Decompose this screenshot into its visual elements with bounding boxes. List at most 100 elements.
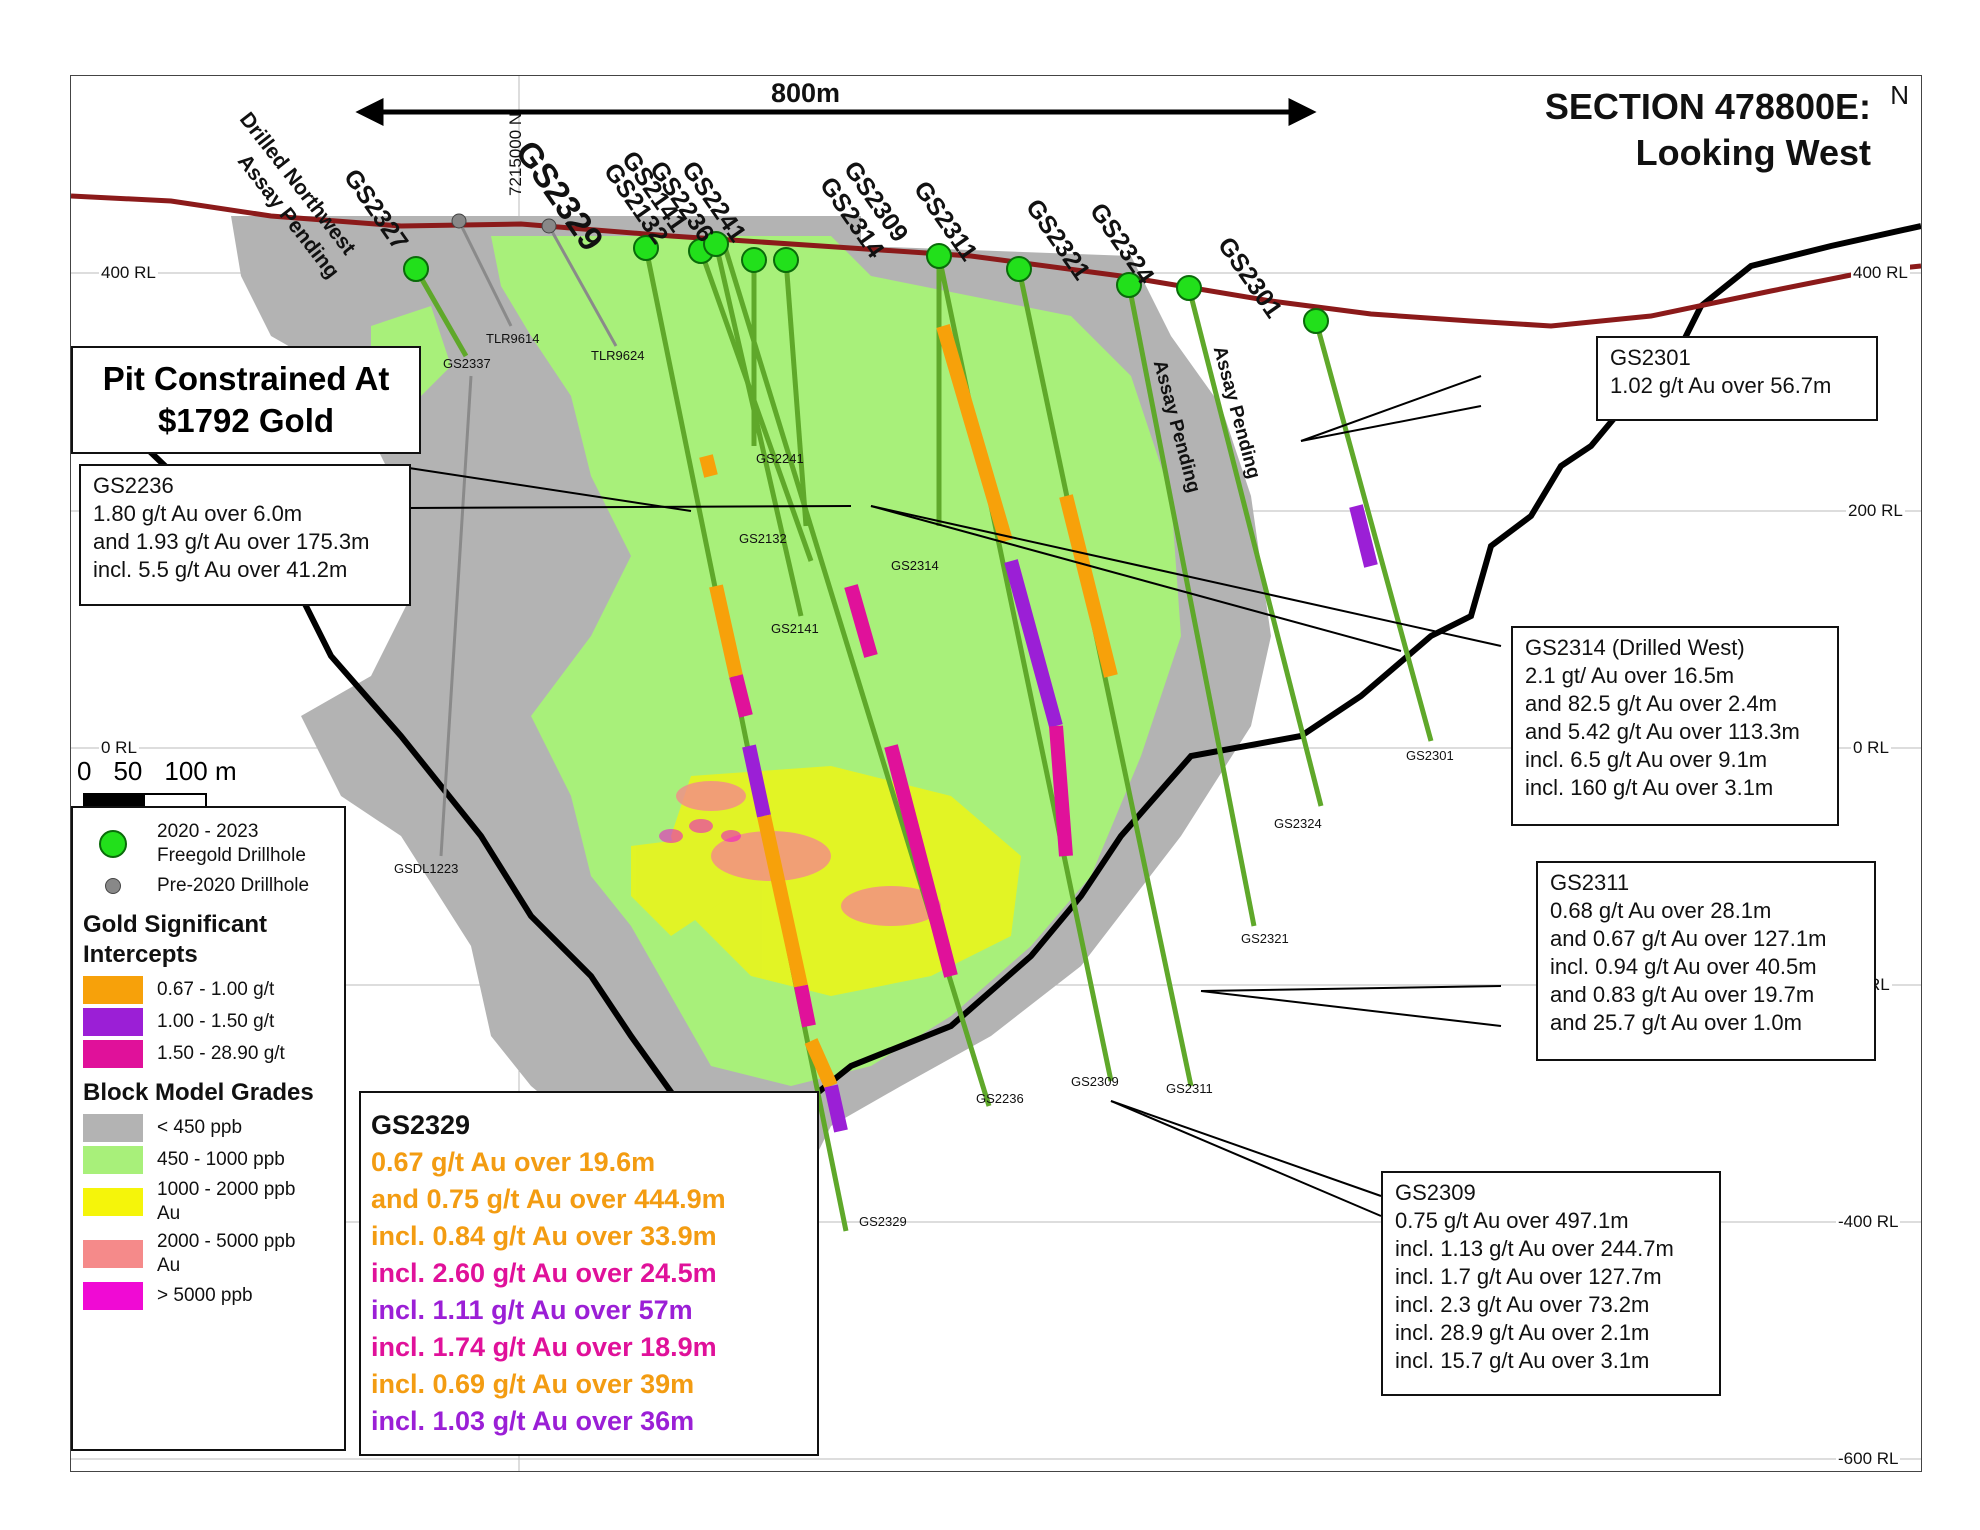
legend-label: > 5000 ppb [157, 1285, 253, 1306]
callout-line: incl. 0.94 g/t Au over 40.5m [1550, 954, 1817, 979]
rl-label: 400 RL [99, 263, 158, 283]
section-title: SECTION 478800E: Looking West [1545, 84, 1871, 176]
callout-line: incl. 1.7 g/t Au over 127.7m [1395, 1264, 1662, 1289]
legend-label: Pre-2020 Drillhole [157, 875, 310, 896]
callout-line: incl. 6.5 g/t Au over 9.1m [1525, 747, 1768, 772]
end-label: TLR9614 [486, 331, 540, 346]
legend-item: 1000 - 2000 ppb Au [83, 1178, 334, 1226]
rl-label: -600 RL [1836, 1449, 1901, 1469]
pre2020-collars [451, 213, 557, 234]
callout-gs2301: GS2301 1.02 g/t Au over 56.7m [1596, 336, 1878, 421]
scale-label: 50 [113, 756, 143, 786]
legend-item: Pre-2020 Drillhole [83, 872, 334, 900]
rl-label: 0 RL [99, 738, 139, 758]
legend-swatch [83, 1282, 143, 1310]
legend-label: 450 - 1000 ppb [157, 1149, 285, 1170]
pit-constrained-line1: Pit Constrained At [102, 360, 390, 397]
callout-line: and 0.67 g/t Au over 127.1m [1550, 926, 1827, 951]
legend-label: 1000 - 2000 ppb Au [157, 1179, 296, 1224]
callout-line: and 0.83 g/t Au over 19.7m [1550, 982, 1815, 1007]
callout-line: 0.67 g/t Au over 19.6m [371, 1147, 656, 1177]
rl-label: -400 RL [1836, 1212, 1901, 1232]
callout-line: incl. 1.13 g/t Au over 244.7m [1395, 1236, 1674, 1261]
callout-line: incl. 5.5 g/t Au over 41.2m [93, 557, 348, 582]
callout-title: GS2329 [371, 1110, 471, 1140]
scale-bar: 0 50 100 m [75, 756, 237, 809]
legend-collar-icon [99, 830, 127, 858]
callout-title: GS2311 [1550, 870, 1630, 895]
callout-gs2309: GS2309 0.75 g/t Au over 497.1m incl. 1.1… [1381, 1171, 1721, 1396]
end-label: GS2132 [739, 531, 787, 546]
end-label: GS2329 [859, 1214, 907, 1229]
callout-line: incl. 1.11 g/t Au over 57m [371, 1295, 693, 1325]
intercept-bars [699, 324, 1378, 1133]
callout-line: 0.75 g/t Au over 497.1m [1395, 1208, 1629, 1233]
callout-line: and 1.93 g/t Au over 175.3m [93, 529, 370, 554]
rl-label: 0 RL [1851, 738, 1891, 758]
callout-line: 0.68 g/t Au over 28.1m [1550, 898, 1772, 923]
legend-swatch [83, 1040, 143, 1068]
section-frame: 400 RL 0 RL 400 RL 200 RL 0 RL RL -400 R… [70, 75, 1922, 1472]
end-label: GS2309 [1071, 1074, 1119, 1089]
end-label: GS2324 [1274, 816, 1322, 831]
legend-heading: Gold Significant Intercepts [83, 911, 267, 968]
callout-gs2236: GS2236 1.80 g/t Au over 6.0m and 1.93 g/… [79, 464, 411, 606]
callout-line: incl. 28.9 g/t Au over 2.1m [1395, 1320, 1650, 1345]
rl-label: 200 RL [1846, 501, 1905, 521]
end-label: TLR9624 [591, 348, 645, 363]
legend-pre2020-icon [105, 878, 121, 894]
legend-label: 2000 - 5000 ppb Au [157, 1231, 296, 1276]
end-label: GS2241 [756, 451, 804, 466]
legend-item: 2020 - 2023 Freegold Drillhole [83, 820, 334, 868]
end-label: GS2311 [1166, 1081, 1213, 1096]
end-label: GS2337 [443, 356, 491, 371]
callout-line: incl. 0.69 g/t Au over 39m [371, 1369, 695, 1399]
callout-line: incl. 1.74 g/t Au over 18.9m [371, 1332, 717, 1362]
callout-line: 1.80 g/t Au over 6.0m [93, 501, 303, 526]
pit-constrained-box: Pit Constrained At $1792 Gold [71, 346, 421, 454]
callout-gs2311: GS2311 0.68 g/t Au over 28.1m and 0.67 g… [1536, 861, 1876, 1061]
callout-line: 1.02 g/t Au over 56.7m [1610, 373, 1832, 398]
legend-swatch [83, 1146, 143, 1174]
legend-label: 0.67 - 1.00 g/t [157, 979, 275, 1000]
callout-line: and 82.5 g/t Au over 2.4m [1525, 691, 1777, 716]
pit-constrained-line2: $1792 Gold [157, 402, 335, 439]
legend-item: < 450 ppb [83, 1114, 334, 1142]
legend-label: 1.50 - 28.90 g/t [157, 1043, 285, 1064]
legend-item: 450 - 1000 ppb [83, 1146, 334, 1174]
legend-item: 0.67 - 1.00 g/t [83, 976, 334, 1004]
callout-line: 2.1 gt/ Au over 16.5m [1525, 663, 1735, 688]
callout-line: incl. 15.7 g/t Au over 3.1m [1395, 1348, 1650, 1373]
callout-line: incl. 2.3 g/t Au over 73.2m [1395, 1292, 1650, 1317]
end-label: GS2236 [976, 1091, 1024, 1106]
end-label: GSDL1223 [394, 861, 459, 876]
callout-line: and 0.75 g/t Au over 444.9m [371, 1184, 726, 1214]
end-label: GS2301 [1406, 748, 1454, 763]
legend-swatch [83, 1114, 143, 1142]
callout-title: GS2314 (Drilled West) [1525, 635, 1745, 660]
section-title-line1: SECTION 478800E: [1544, 86, 1871, 127]
callout-line: and 5.42 g/t Au over 113.3m [1525, 719, 1800, 744]
legend-item: 2000 - 5000 ppb Au [83, 1230, 334, 1278]
legend-label: 2020 - 2023 Freegold Drillhole [157, 821, 306, 866]
legend-swatch [83, 1008, 143, 1036]
scale-label: 0 [77, 756, 92, 786]
legend-item: 1.00 - 1.50 g/t [83, 1008, 334, 1036]
scale-800m-label: 800m [771, 78, 841, 108]
legend-item: > 5000 ppb [83, 1282, 334, 1310]
callout-line: and 25.7 g/t Au over 1.0m [1550, 1010, 1802, 1035]
scale-label: 100 m [164, 756, 237, 786]
callout-title: GS2301 [1610, 345, 1691, 370]
legend-swatch [83, 1188, 143, 1216]
callout-line: incl. 0.84 g/t Au over 33.9m [371, 1221, 717, 1251]
end-label: GS2321 [1241, 931, 1289, 946]
legend-label: 1.00 - 1.50 g/t [157, 1011, 275, 1032]
block-model-5000 [659, 819, 741, 843]
legend: 2020 - 2023 Freegold Drillhole Pre-2020 … [71, 806, 346, 1451]
scale-800m-arrow [355, 97, 1317, 127]
callout-title: GS2309 [1395, 1180, 1476, 1205]
callout-title: GS2236 [93, 473, 174, 498]
pre2020-traces [439, 220, 618, 857]
legend-swatch [83, 976, 143, 1004]
legend-heading: Block Model Grades [83, 1079, 314, 1106]
